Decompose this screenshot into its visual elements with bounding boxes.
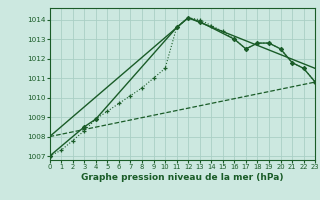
X-axis label: Graphe pression niveau de la mer (hPa): Graphe pression niveau de la mer (hPa) <box>81 173 284 182</box>
